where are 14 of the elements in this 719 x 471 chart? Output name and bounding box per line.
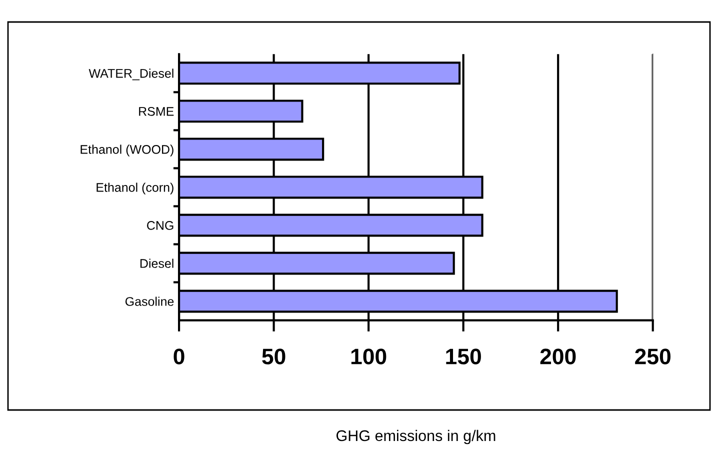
x-axis-title: GHG emissions in g/km: [336, 430, 496, 444]
y-tick-label: CNG: [147, 221, 174, 230]
x-tick-label: 200: [540, 348, 576, 364]
y-tick-label: Gasoline: [125, 296, 174, 306]
y-tick-label: Ethanol (corn): [96, 182, 174, 194]
x-tick-label: 100: [351, 348, 386, 364]
y-tick-label: Diesel: [140, 258, 174, 268]
x-tick-label: 150: [446, 348, 481, 364]
x-tick-label: 0: [174, 348, 184, 364]
x-tick-label: 250: [635, 348, 670, 364]
y-tick-label: WATER_Diesel: [88, 68, 174, 80]
y-tick-label: RSME: [139, 106, 174, 116]
x-tick-label: 50: [262, 348, 286, 364]
y-tick-label: Ethanol (WOOD): [80, 144, 174, 156]
